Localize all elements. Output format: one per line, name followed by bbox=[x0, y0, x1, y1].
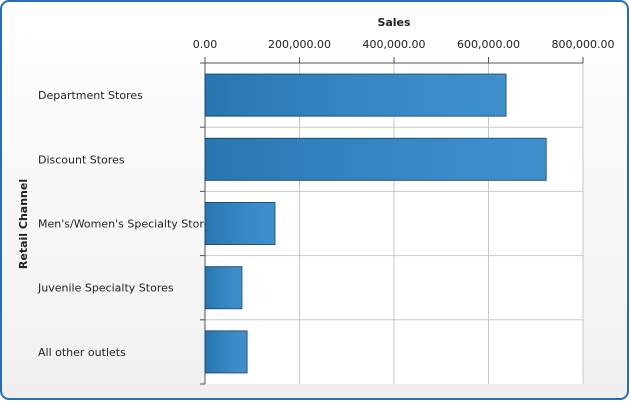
y-tick-label: Department Stores bbox=[38, 89, 143, 102]
bar-shade bbox=[205, 74, 506, 117]
bar-shade bbox=[205, 330, 248, 373]
x-tick-label: 800,000.00 bbox=[552, 38, 615, 51]
x-tick-label: 600,000.00 bbox=[457, 38, 520, 51]
chart-title: Sales bbox=[377, 16, 411, 29]
y-tick-label: Juvenile Specialty Stores bbox=[37, 282, 174, 295]
x-tick-label: 200,000.00 bbox=[268, 38, 331, 51]
bar-shade bbox=[205, 202, 275, 245]
x-tick-label: 0.00 bbox=[193, 38, 218, 51]
y-tick-label: Men's/Women's Specialty Stores bbox=[38, 218, 216, 231]
x-tick-label: 400,000.00 bbox=[363, 38, 426, 51]
y-tick-label: All other outlets bbox=[38, 346, 126, 359]
bar-shade bbox=[205, 266, 242, 309]
bar-shade bbox=[205, 138, 547, 181]
y-axis-title: Retail Channel bbox=[17, 179, 30, 269]
y-tick-label: Discount Stores bbox=[38, 153, 125, 166]
